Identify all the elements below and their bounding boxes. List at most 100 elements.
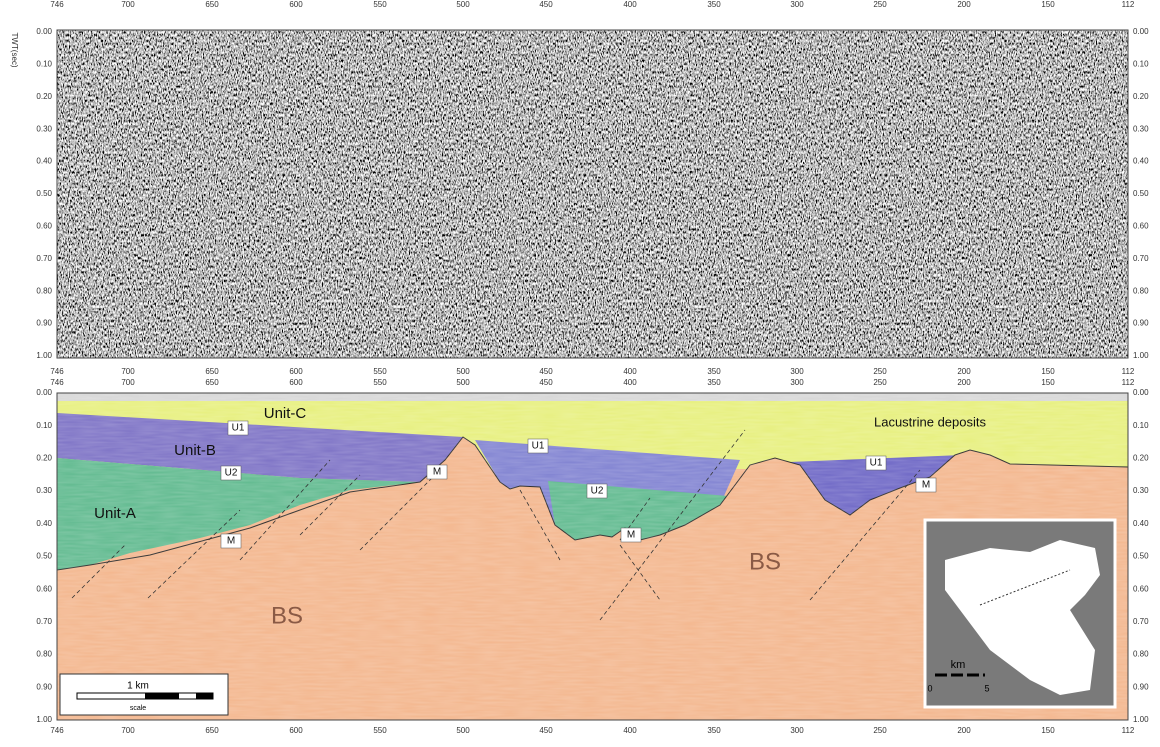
y-tick-label: 0.30 xyxy=(36,486,52,495)
x-tick-label: 550 xyxy=(373,0,387,9)
unit-label: Unit-C xyxy=(264,405,307,422)
x-tick-label: 746 xyxy=(50,726,64,735)
x-tick-label: 550 xyxy=(373,367,387,376)
inset-start: 0 xyxy=(927,683,932,693)
x-tick-label: 500 xyxy=(456,0,470,9)
y-tick-label: 0.20 xyxy=(1133,92,1149,101)
y-tick-label: 0.90 xyxy=(36,682,52,691)
x-tick-label: 746 xyxy=(50,378,64,387)
x-tick-label: 500 xyxy=(456,378,470,387)
x-tick-label: 746 xyxy=(50,0,64,9)
x-tick-label: 150 xyxy=(1041,0,1055,9)
scale-bar: 1 km scale xyxy=(60,674,228,715)
y-tick-label: 0.90 xyxy=(1133,319,1149,328)
x-tick-label: 112 xyxy=(1122,378,1135,387)
y-tick-label: 0.50 xyxy=(1133,189,1149,198)
x-tick-label: 600 xyxy=(289,726,303,735)
y-tick-label: 0.00 xyxy=(1133,388,1149,397)
y-tick-label: 0.00 xyxy=(1133,27,1149,36)
y-tick-label: 0.80 xyxy=(1133,286,1149,295)
y-tick-label: 0.10 xyxy=(1133,60,1149,69)
x-tick-label: 400 xyxy=(623,0,637,9)
x-tick-label: 150 xyxy=(1041,378,1055,387)
x-tick-label: 112 xyxy=(1122,726,1135,735)
y-tick-label: 0.40 xyxy=(1133,519,1149,528)
y-tick-label: 0.30 xyxy=(1133,486,1149,495)
y-tick-label: 0.40 xyxy=(36,519,52,528)
unit-label: Lacustrine deposits xyxy=(874,414,987,429)
y-tick-label: 0.80 xyxy=(36,650,52,659)
x-tick-label: 450 xyxy=(539,0,553,9)
x-tick-label: 350 xyxy=(707,0,721,9)
horizon-label: U2 xyxy=(225,468,238,479)
y-tick-label: 1.00 xyxy=(1133,351,1149,360)
y-tick-label: 0.70 xyxy=(1133,254,1149,263)
x-tick-label: 150 xyxy=(1041,726,1055,735)
seismic-noise xyxy=(57,30,1128,358)
y-tick-label: 0.70 xyxy=(36,254,52,263)
y-tick-label: 0.50 xyxy=(36,189,52,198)
y-tick-label: 0.20 xyxy=(36,92,52,101)
y-tick-label: 0.60 xyxy=(36,584,52,593)
inset-end: 5 xyxy=(984,683,989,693)
y-tick-label: 0.60 xyxy=(1133,584,1149,593)
unit-label: Unit-A xyxy=(94,505,136,522)
unit-label: Unit-B xyxy=(174,442,216,459)
horizon-label: U1 xyxy=(532,441,545,452)
y-tick-label: 0.90 xyxy=(36,319,52,328)
y-tick-label: 0.40 xyxy=(36,157,52,166)
horizon-label: M xyxy=(627,530,635,541)
y-tick-label: 0.40 xyxy=(1133,157,1149,166)
x-tick-label: 200 xyxy=(957,378,971,387)
x-tick-label: 400 xyxy=(623,367,637,376)
x-tick-label: 650 xyxy=(205,0,219,9)
x-tick-label: 200 xyxy=(957,0,971,9)
y-tick-label: 0.30 xyxy=(36,124,52,133)
x-tick-label: 250 xyxy=(873,726,887,735)
x-tick-label: 650 xyxy=(205,378,219,387)
x-tick-label: 600 xyxy=(289,367,303,376)
horizon-label: M xyxy=(922,480,930,491)
x-tick-label: 250 xyxy=(873,0,887,9)
x-tick-label: 450 xyxy=(539,367,553,376)
x-tick-label: 600 xyxy=(289,0,303,9)
x-tick-label: 112 xyxy=(1122,367,1135,376)
y-tick-label: 0.30 xyxy=(1133,124,1149,133)
x-tick-label: 350 xyxy=(707,367,721,376)
scale-label: 1 km xyxy=(127,681,149,692)
y-tick-label: 1.00 xyxy=(36,351,52,360)
y-tick-label: 0.70 xyxy=(1133,617,1149,626)
x-tick-label: 746 xyxy=(50,367,64,376)
horizon-label: M xyxy=(433,467,441,478)
x-tick-label: 700 xyxy=(121,378,135,387)
x-tick-label: 250 xyxy=(873,378,887,387)
x-tick-label: 300 xyxy=(790,0,804,9)
y-tick-label: 0.60 xyxy=(1133,222,1149,231)
y-tick-label: 0.50 xyxy=(36,552,52,561)
horizon-label: M xyxy=(227,536,235,547)
y-tick-label: 0.10 xyxy=(36,60,52,69)
scale-caption: scale xyxy=(130,705,146,712)
y-tick-label: 0.20 xyxy=(36,454,52,463)
y-tick-label: 0.00 xyxy=(36,388,52,397)
x-tick-label: 550 xyxy=(373,726,387,735)
x-tick-label: 600 xyxy=(289,378,303,387)
x-tick-label: 400 xyxy=(623,726,637,735)
y-tick-label: 0.10 xyxy=(1133,421,1149,430)
y-tick-label: 0.80 xyxy=(36,286,52,295)
x-tick-label: 300 xyxy=(790,726,804,735)
x-tick-label: 400 xyxy=(623,378,637,387)
y-tick-label: 0.50 xyxy=(1133,552,1149,561)
unit-label: BS xyxy=(749,548,781,575)
y-tick-label: 0.60 xyxy=(36,222,52,231)
x-tick-label: 350 xyxy=(707,726,721,735)
x-tick-label: 200 xyxy=(957,726,971,735)
x-tick-label: 250 xyxy=(873,367,887,376)
scale-segment xyxy=(196,693,213,699)
x-tick-label: 200 xyxy=(957,367,971,376)
y-tick-label: 0.70 xyxy=(36,617,52,626)
x-tick-label: 650 xyxy=(205,367,219,376)
x-tick-label: 450 xyxy=(539,378,553,387)
y-tick-label: 0.20 xyxy=(1133,454,1149,463)
x-tick-label: 700 xyxy=(121,726,135,735)
